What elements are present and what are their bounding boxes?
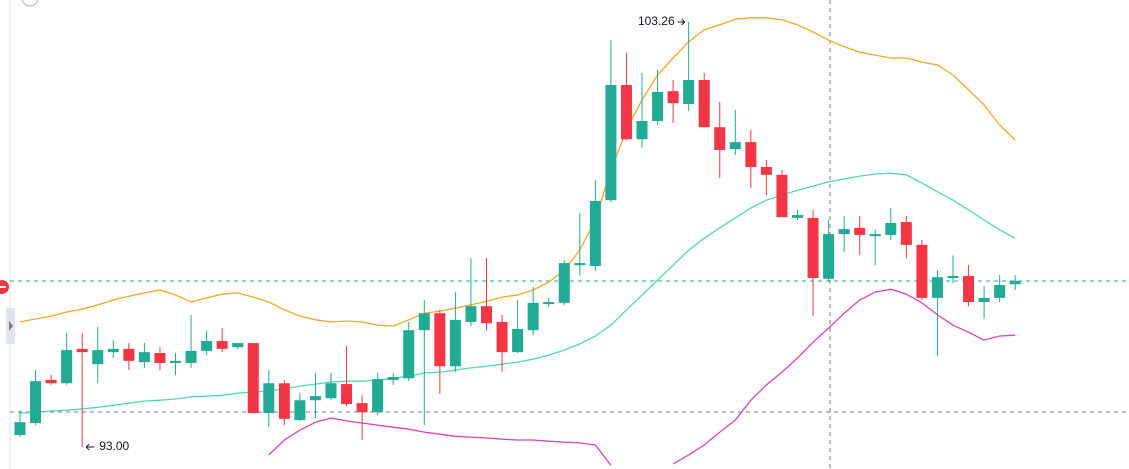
candle-body [916,244,928,298]
candle-body [154,352,166,363]
candle-body [387,377,399,380]
candle-body [325,383,337,399]
candle-body [652,91,664,121]
candle-body [465,306,477,322]
candle-body [449,319,461,367]
candle-body [527,302,539,331]
band-line [19,172,1016,414]
candle-body [978,297,990,303]
candle-body [745,142,757,167]
candle-body [496,321,508,353]
candle-body [963,275,975,303]
candle-body [107,348,119,353]
band-line [268,417,612,466]
candle-body [92,350,104,365]
candle-body [900,222,912,245]
candle-body [185,350,197,363]
candle-body [263,383,275,414]
candle-body [232,343,244,348]
candle-body [76,348,88,353]
top-icon[interactable] [21,0,39,7]
high-arrow [677,18,686,26]
candle-body [418,313,430,331]
high-label: 103.26 [638,14,675,28]
candle-body [403,330,415,379]
candle-body [994,285,1006,298]
candle-body [30,381,42,424]
candle-body [61,350,73,384]
candle-body [278,383,290,419]
candle-body [776,174,788,218]
candle-body [760,166,772,175]
candle-body [589,200,601,266]
candle-body [356,403,368,413]
candle-body [698,79,710,128]
candle-body [574,263,586,266]
candle-body [1009,280,1021,285]
candle-body [341,384,353,404]
low-label: 93.00 [99,439,129,453]
candle-body [170,360,181,363]
bands [19,17,1016,466]
candle-body [714,127,726,150]
candle-body [216,340,228,349]
candles [14,21,1021,448]
candle-body [807,217,819,279]
candle-body [869,234,881,237]
candle-body [201,340,213,351]
candle-body [309,396,321,401]
candle-body [558,263,570,303]
candle-body [123,348,135,361]
candle-body [14,422,26,436]
candle-body [372,379,384,413]
candle-body [823,234,835,279]
candle-body [512,328,524,353]
candle-body [620,84,632,140]
candle-body [138,352,150,363]
low-arrow [85,443,95,451]
candle-body [947,275,959,279]
candle-body [885,222,897,235]
candle-body [294,400,306,421]
candle-body [854,227,866,235]
handle-arrow [9,321,13,331]
candle-body [667,91,679,104]
candle-body [481,306,492,324]
annotations: 103.26 93.00 [85,14,686,453]
candle-body [838,229,850,235]
candle-body [247,343,259,414]
candle-body [605,84,617,201]
candle-body [792,215,803,218]
band-line [672,288,1016,465]
candle-body [636,120,648,140]
band-line [19,17,1016,327]
candle-body [45,379,57,384]
candle-body [434,313,446,367]
candle-body [683,79,695,104]
candle-body [543,302,555,305]
candle-body [729,142,741,150]
candle-body [931,277,943,298]
